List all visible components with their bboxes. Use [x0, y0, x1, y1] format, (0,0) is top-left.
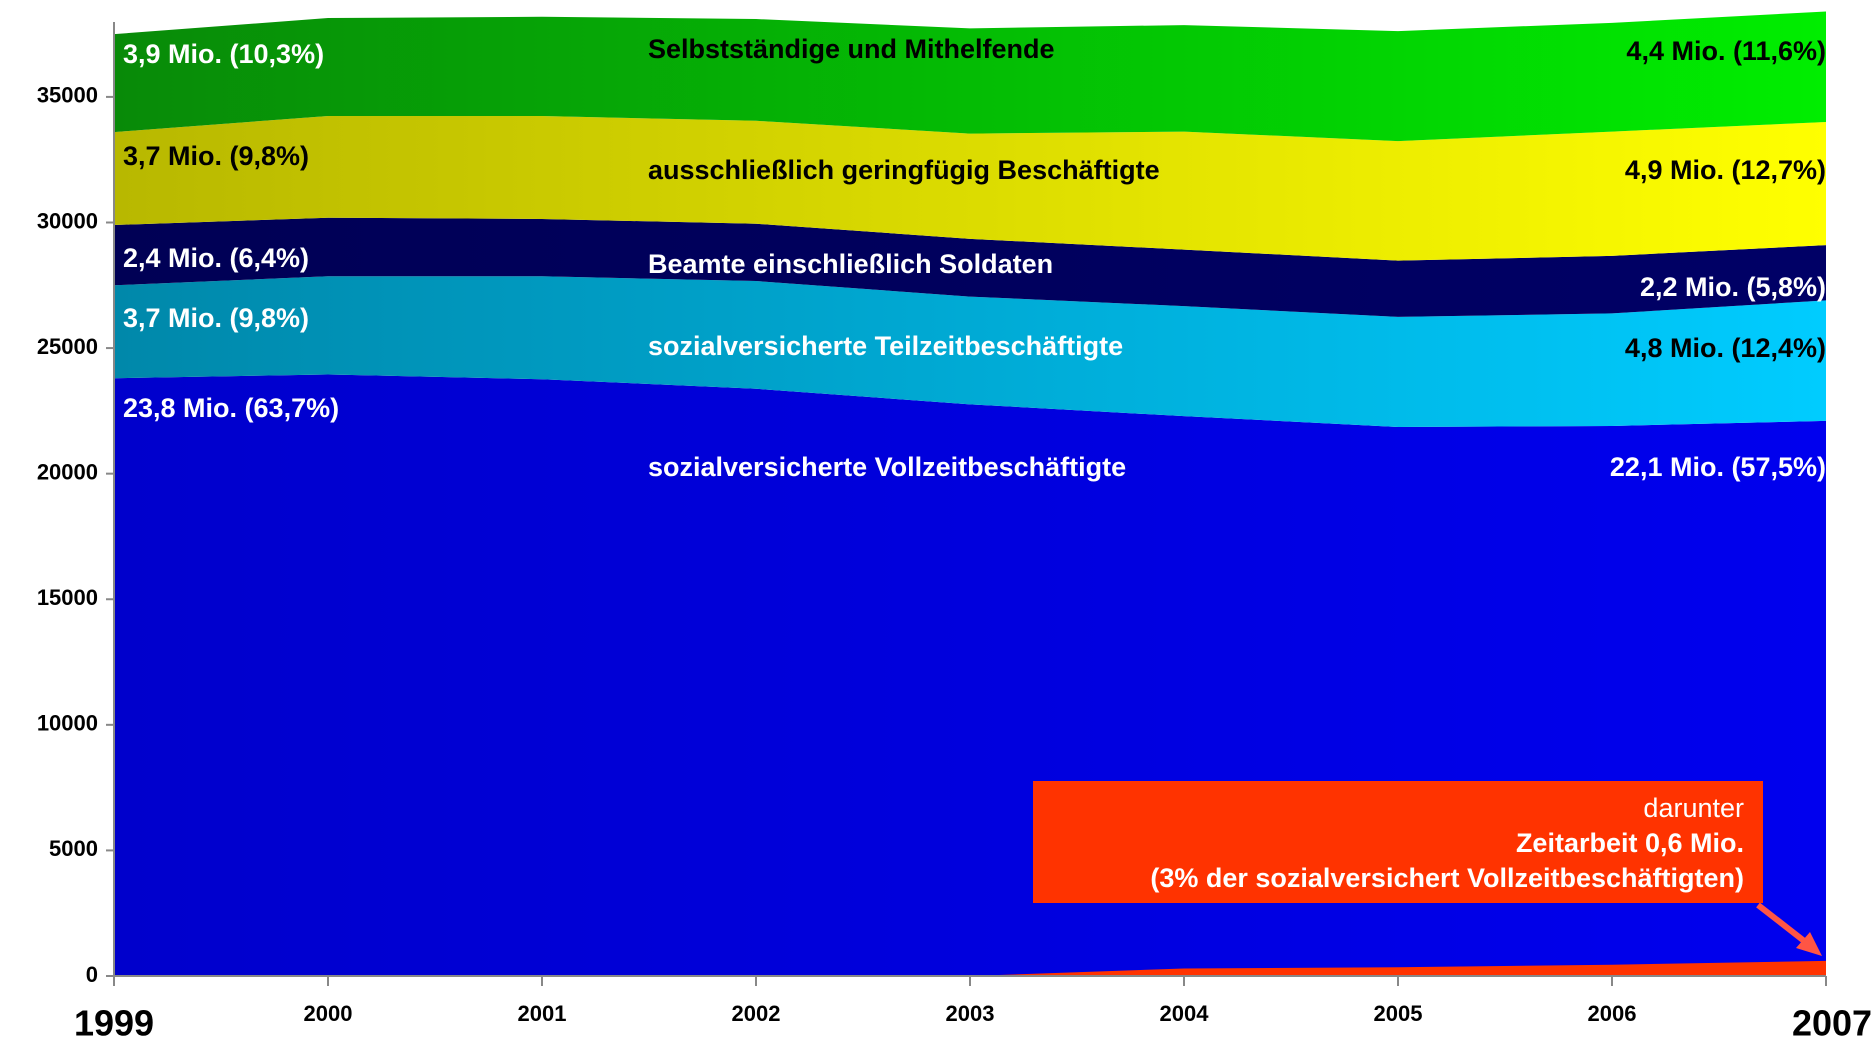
- x-tick-label: 2007: [1792, 1003, 1872, 1041]
- x-tick-label: 1999: [74, 1003, 154, 1041]
- y-tick-label: 25000: [37, 334, 98, 359]
- y-tick-label: 5000: [49, 836, 98, 861]
- y-tick-label: 10000: [37, 711, 98, 736]
- series-name: Beamte einschließlich Soldaten: [648, 249, 1053, 279]
- label-start: 2,4 Mio. (6,4%): [123, 243, 309, 273]
- y-tick-label: 15000: [37, 585, 98, 610]
- label-start: 3,9 Mio. (10,3%): [123, 39, 324, 69]
- area: [114, 11, 1826, 142]
- annotation-line: darunter: [1643, 793, 1744, 823]
- y-tick-label: 35000: [37, 83, 98, 108]
- overlay-area: [114, 960, 1826, 976]
- area: [114, 217, 1826, 317]
- series-name: sozialversicherte Teilzeitbeschäftigte: [648, 331, 1123, 361]
- annotation-line: Zeitarbeit 0,6 Mio.: [1516, 828, 1744, 858]
- area: [114, 276, 1826, 427]
- series-name: ausschließlich geringfügig Beschäftigte: [648, 155, 1160, 185]
- series-name: Selbstständige und Mithelfende: [648, 34, 1055, 64]
- label-start: 23,8 Mio. (63,7%): [123, 393, 339, 423]
- series-name: sozialversicherte Vollzeitbeschäftigte: [648, 452, 1126, 482]
- x-tick-label: 2003: [946, 1001, 995, 1026]
- x-tick-label: 2005: [1374, 1001, 1423, 1026]
- y-tick-label: 20000: [37, 459, 98, 484]
- x-tick-label: 2001: [518, 1001, 567, 1026]
- y-tick-label: 0: [86, 962, 98, 987]
- area: [114, 115, 1826, 261]
- y-tick-label: 30000: [37, 208, 98, 233]
- annotation-arrowhead: [1796, 932, 1822, 956]
- x-tick-label: 2006: [1588, 1001, 1637, 1026]
- x-tick-label: 2004: [1160, 1001, 1210, 1026]
- label-end: 4,9 Mio. (12,7%): [1625, 155, 1826, 185]
- x-tick-label: 2002: [732, 1001, 781, 1026]
- x-tick-label: 2000: [304, 1001, 353, 1026]
- annotation-arrow: [1756, 902, 1810, 947]
- label-end: 4,8 Mio. (12,4%): [1625, 333, 1826, 363]
- label-start: 3,7 Mio. (9,8%): [123, 141, 309, 171]
- label-end: 2,2 Mio. (5,8%): [1640, 272, 1826, 302]
- label-end: 22,1 Mio. (57,5%): [1610, 452, 1826, 482]
- label-end: 4,4 Mio. (11,6%): [1626, 36, 1826, 66]
- annotation-box: [1033, 781, 1763, 903]
- annotation-line: (3% der sozialversichert Vollzeitbeschäf…: [1150, 863, 1744, 893]
- label-start: 3,7 Mio. (9,8%): [123, 303, 309, 333]
